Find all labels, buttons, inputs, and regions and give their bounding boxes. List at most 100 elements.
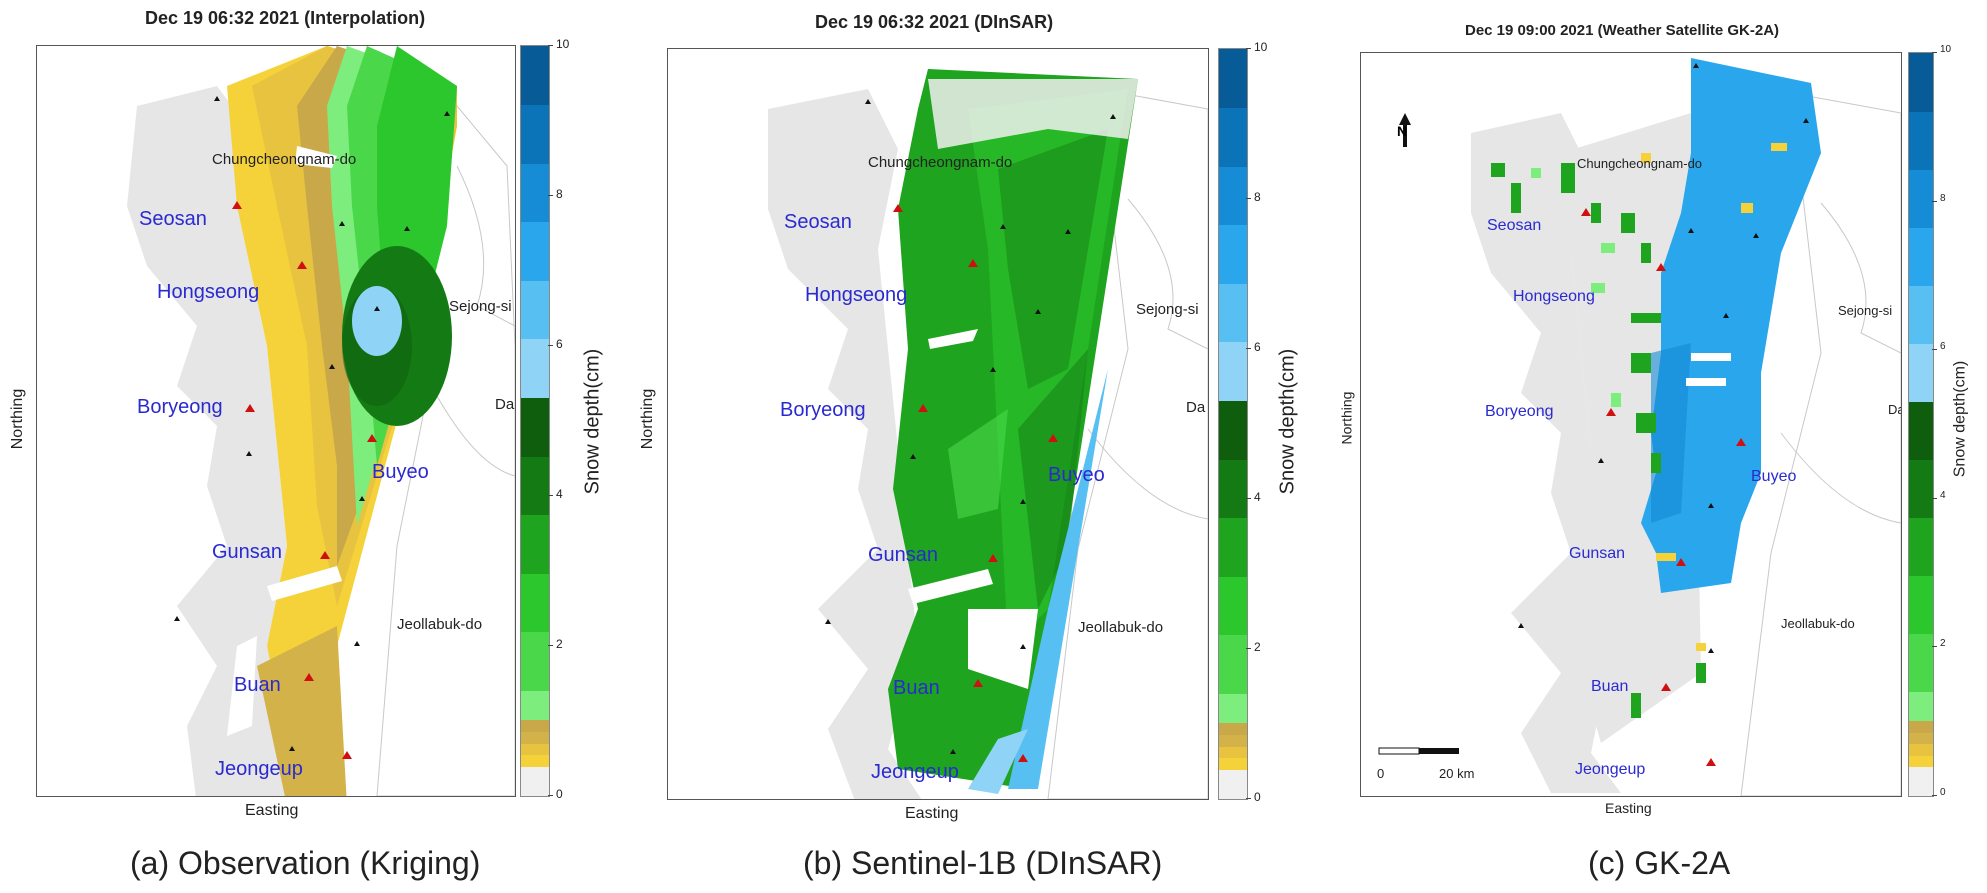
label-jeollabuk-do: Jeollabuk-do (1781, 616, 1855, 631)
label-jeollabuk-do: Jeollabuk-do (397, 616, 483, 633)
label-da: Da (1888, 402, 1901, 417)
colorbar-tick-label: 0 (1254, 790, 1261, 804)
colorbar-tick-label: 2 (556, 637, 563, 651)
colorbar (1218, 48, 1248, 800)
colorbar-segment (1909, 111, 1933, 170)
colorbar-segment (1909, 285, 1933, 344)
colorbar-tick-mark (1932, 497, 1937, 499)
colorbar-segment (1219, 517, 1247, 577)
colorbar-tick-mark (1246, 498, 1251, 499)
scalebar-start-label: 0 (1377, 766, 1385, 781)
colorbar-tick-label: 8 (1940, 192, 1946, 204)
colorbar-tick-label: 8 (1254, 190, 1261, 204)
colorbar-segment (521, 338, 549, 399)
colorbar-tick-mark (548, 495, 553, 496)
colorbar-tick-label: 6 (1940, 341, 1946, 353)
label-sejong-si: Sejong-si (1838, 303, 1893, 318)
colorbar-segment (1219, 722, 1247, 736)
colorbar-tick-label: 0 (1940, 787, 1946, 798)
colorbar-segment (1219, 166, 1247, 226)
label-da: Da (495, 396, 515, 413)
label-sejong-si: Sejong-si (1136, 301, 1199, 318)
colorbar-segment (1219, 757, 1247, 771)
panel-title: Dec 19 06:32 2021 (Interpolation) (145, 8, 426, 28)
colorbar-tick-label: 10 (1940, 44, 1952, 55)
colorbar-segment (521, 719, 549, 733)
y-axis-label: Northing (639, 388, 657, 450)
label-hongseong: Hongseong (805, 284, 908, 306)
label-gunsan: Gunsan (1569, 545, 1626, 562)
x-axis-label: Easting (245, 802, 299, 819)
panel-title: Dec 19 06:32 2021 (DInSAR) (815, 12, 1054, 32)
label-jeongeup: Jeongeup (215, 758, 303, 780)
colorbar-tick-mark (1246, 798, 1251, 799)
colorbar-tick-label: 4 (1940, 489, 1946, 501)
colorbar-segment (1909, 633, 1933, 693)
label-hongseong: Hongseong (1513, 288, 1595, 305)
colorbar-segment (1219, 283, 1247, 343)
colorbar-segment (1219, 341, 1247, 402)
colorbar-segment (1219, 769, 1247, 799)
label-buyeo: Buyeo (372, 461, 429, 483)
colorbar-segment (1909, 575, 1933, 634)
colorbar-segment (521, 766, 549, 796)
colorbar-segment (1219, 400, 1247, 460)
colorbar-tick-mark (1246, 348, 1251, 349)
colorbar-label: Snow depth(cm) (581, 348, 604, 495)
label-buyeo: Buyeo (1048, 464, 1105, 486)
colorbar (520, 45, 550, 797)
colorbar-segment (521, 397, 549, 457)
colorbar-tick-label: 6 (1254, 340, 1261, 354)
label-buan: Buan (1591, 678, 1629, 695)
colorbar-tick-label: 2 (1254, 640, 1261, 654)
colorbar-segment (521, 631, 549, 692)
colorbar-segment (521, 731, 549, 744)
colorbar-tick-label: 2 (1940, 638, 1946, 650)
label-buan: Buan (234, 674, 281, 696)
label-boryeong: Boryeong (1485, 403, 1554, 420)
caption: (b) Sentinel-1B (DInSAR) (803, 845, 1163, 881)
colorbar-segment (1909, 720, 1933, 733)
label-gunsan: Gunsan (868, 544, 939, 566)
colorbar-segment (521, 104, 549, 164)
label-buan: Buan (893, 677, 940, 699)
colorbar-tick-mark (1246, 48, 1251, 49)
colorbar-segment (1909, 459, 1933, 518)
label-seosan: Seosan (139, 208, 207, 230)
colorbar-segment (1909, 517, 1933, 576)
colorbar-tick-mark (1932, 349, 1937, 351)
colorbar-segment (521, 754, 549, 768)
label-jeongeup: Jeongeup (871, 761, 959, 783)
label-seosan: Seosan (1487, 217, 1542, 234)
colorbar-tick-label: 0 (556, 787, 563, 801)
colorbar-label: Snow depth(cm) (1951, 360, 1969, 478)
colorbar-tick-mark (1932, 200, 1937, 202)
colorbar-segment (1909, 691, 1933, 722)
colorbar-segment (521, 573, 549, 633)
map-frame: N Chungcheongnam-do Sejong-si Da Jeollab… (1360, 52, 1902, 797)
colorbar-segment (1219, 107, 1247, 167)
colorbar-tick-label: 10 (556, 37, 570, 51)
colorbar-segment (1909, 766, 1933, 796)
caption: (a) Observation (Kriging) (130, 845, 481, 881)
colorbar (1908, 52, 1934, 797)
colorbar-segment (1219, 746, 1247, 759)
label-boryeong: Boryeong (780, 399, 866, 421)
colorbar-tick-label: 10 (1254, 40, 1268, 54)
colorbar-segment (1219, 224, 1247, 284)
colorbar-segment (1909, 732, 1933, 745)
colorbar-label: Snow depth(cm) (1276, 348, 1299, 495)
colorbar-segment (521, 690, 549, 721)
snow-map-kriging (127, 46, 515, 796)
colorbar-tick-label: 6 (556, 337, 563, 351)
colorbar-segment (521, 280, 549, 340)
colorbar-segment (521, 743, 549, 756)
caption: (c) GK-2A (1588, 845, 1731, 881)
label-hongseong: Hongseong (157, 281, 260, 303)
colorbar-segment (1219, 459, 1247, 519)
colorbar-segment (1909, 743, 1933, 756)
north-arrow-icon: N (1397, 123, 1408, 139)
label-jeongeup: Jeongeup (1575, 761, 1646, 778)
label-buyeo: Buyeo (1751, 468, 1797, 485)
colorbar-segment (1219, 576, 1247, 636)
